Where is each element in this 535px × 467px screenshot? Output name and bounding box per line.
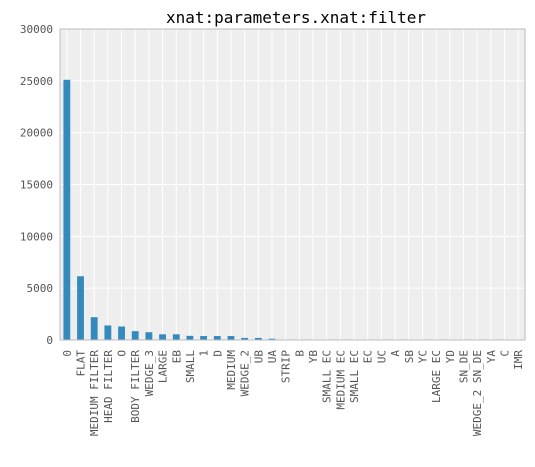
bar — [63, 79, 71, 341]
chart-title: xnat:parameters.xnat:filter — [166, 8, 426, 27]
x-tick-label: C — [498, 350, 511, 357]
x-tick-label: YA — [485, 350, 498, 364]
bar — [213, 336, 221, 340]
x-tick-label: UC — [375, 350, 388, 363]
grid-lines — [60, 28, 525, 341]
bar — [268, 338, 276, 340]
bar — [241, 337, 249, 340]
y-axis-ticks: 0 5000 10000 15000 20000 25000 30000 — [20, 23, 53, 347]
x-tick-label: LARGE — [157, 350, 170, 383]
x-tick-label: UB — [252, 350, 265, 364]
x-tick-label: MEDIUM EC — [334, 350, 347, 410]
x-tick-label: FLAT — [75, 350, 88, 377]
bar — [200, 336, 208, 340]
bar — [131, 331, 139, 340]
x-tick-label: O — [116, 350, 129, 357]
x-tick-label: IMR — [512, 350, 525, 370]
bar — [77, 276, 84, 340]
x-axis-ticks: 0 FLAT MEDIUM FILTER HEAD FILTER O BODY FILTE… — [61, 350, 525, 436]
x-tick-label: LARGE EC — [430, 350, 443, 403]
bar — [118, 326, 125, 340]
x-tick-label: YB — [307, 350, 320, 364]
y-tick-label: 20000 — [20, 127, 53, 140]
x-tick-label: D — [211, 350, 224, 357]
x-tick-label: YC — [416, 350, 429, 363]
y-tick-label: 15000 — [20, 179, 53, 192]
bar — [227, 336, 235, 340]
x-tick-label: EC — [362, 350, 375, 363]
bar — [254, 337, 262, 340]
bar — [172, 334, 180, 340]
y-tick-label: 30000 — [20, 23, 53, 36]
bar — [104, 325, 112, 340]
bar — [159, 334, 166, 340]
x-tick-label: 0 — [61, 350, 74, 357]
x-tick-label: HEAD FILTER — [102, 350, 115, 423]
x-tick-label: BODY FILTER — [129, 350, 142, 423]
x-tick-label: SMALL EC — [348, 350, 361, 403]
y-tick-label: 5000 — [27, 282, 54, 295]
x-tick-label: STRIP — [280, 350, 293, 383]
x-tick-label: B — [293, 350, 306, 357]
x-tick-label: MEDIUM — [225, 350, 238, 390]
x-tick-label: MEDIUM FILTER — [88, 350, 101, 436]
x-tick-label: WEDGE_2 — [239, 350, 252, 396]
y-tick-label: 25000 — [20, 75, 53, 88]
y-tick-label: 10000 — [20, 230, 53, 243]
x-tick-label: SN_DE — [457, 350, 470, 383]
bar — [90, 317, 98, 340]
x-tick-label: SMALL EC — [321, 350, 334, 403]
y-tick-label: 0 — [46, 334, 53, 347]
x-tick-label: WEDGE_2 SN_DE — [471, 350, 484, 436]
x-tick-label: WEDGE_3 — [143, 350, 156, 396]
x-tick-label: 1 — [198, 350, 211, 357]
bar — [145, 332, 153, 340]
x-tick-label: UA — [266, 350, 279, 364]
plot-frame — [59, 28, 526, 341]
x-tick-label: YD — [444, 350, 457, 363]
bars — [63, 79, 522, 341]
x-tick-label: SMALL — [184, 350, 197, 383]
x-tick-label: A — [389, 350, 402, 357]
x-tick-label: SB — [403, 350, 416, 364]
x-tick-label: EB — [170, 350, 183, 364]
bar — [186, 335, 194, 340]
